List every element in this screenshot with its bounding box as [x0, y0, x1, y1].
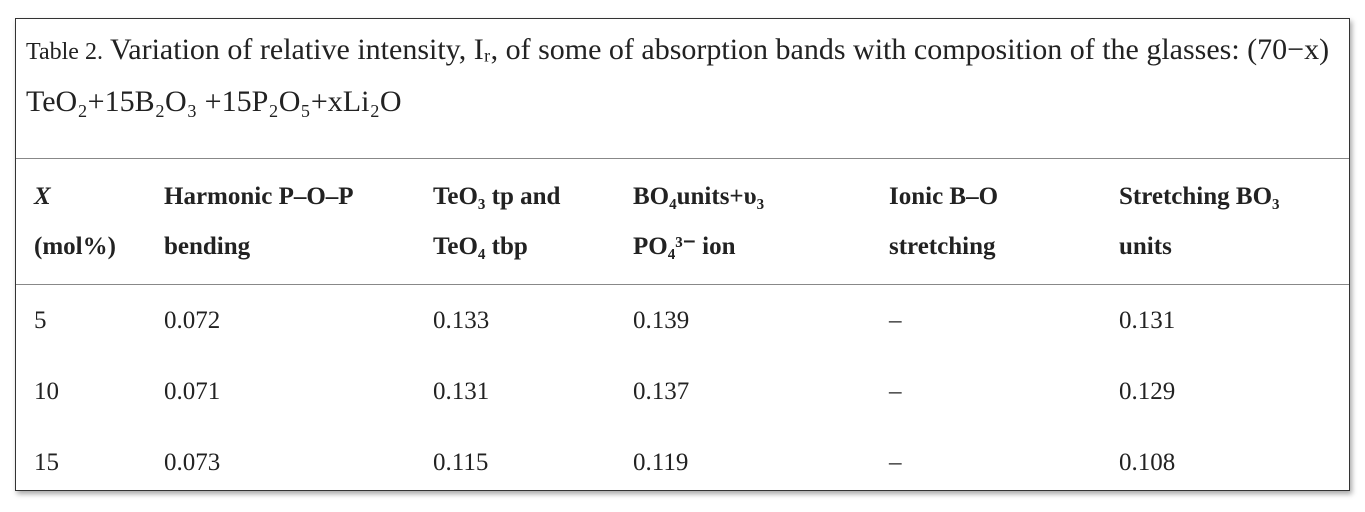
- header-cell: Harmonic P–O–P bending: [146, 159, 415, 285]
- header-line: PO₄³⁻ ion: [633, 232, 736, 260]
- table-panel: Table 2. Variation of relative intensity…: [15, 18, 1350, 491]
- table-cell: 0.133: [433, 306, 490, 334]
- table-row: 5 0.072 0.133 0.139 – 0.131: [16, 285, 1349, 357]
- header-line: BO₄units+υ₃: [633, 182, 765, 210]
- header-cell: TeO₃ tp and TeO₄ tbp: [415, 159, 615, 285]
- table-cell: 0.115: [433, 448, 489, 476]
- table-cell: 0.131: [433, 377, 490, 405]
- data-table: X (mol%) Harmonic P–O–P bending TeO₃ tp and T…: [16, 158, 1349, 498]
- caption-text: Variation of relative intensity, Iᵣ, of …: [26, 33, 1330, 118]
- caption: Table 2. Variation of relative intensity…: [26, 25, 1341, 126]
- header-cell: BO₄units+υ₃ PO₄³⁻ ion: [615, 159, 871, 285]
- table-cell: 0.139: [633, 306, 690, 334]
- header-line: Harmonic P–O–P: [164, 182, 354, 210]
- table-cell: 0.072: [164, 306, 221, 334]
- header-cell: X (mol%): [16, 159, 146, 285]
- table-header: X (mol%) Harmonic P–O–P bending TeO₃ tp and T…: [16, 158, 1349, 285]
- table-cell: 0.071: [164, 377, 221, 405]
- table-row: 15 0.073 0.115 0.119 – 0.108: [16, 427, 1349, 498]
- header-cell: Ionic B–O stretching: [871, 159, 1101, 285]
- header-line: bending: [164, 232, 251, 260]
- header-line: X: [34, 182, 51, 210]
- table-cell: 10: [34, 377, 59, 405]
- table-body: 5 0.072 0.133 0.139 – 0.131 10 0.071 0.131 0.137 –…: [16, 285, 1349, 499]
- caption-label: Table 2.: [26, 39, 103, 65]
- table-cell: 0.119: [633, 448, 689, 476]
- table-row: 10 0.071 0.131 0.137 – 0.129: [16, 356, 1349, 427]
- header-row: X (mol%) Harmonic P–O–P bending TeO₃ tp and T…: [16, 158, 1349, 285]
- header-cell: Stretching BO₃ units: [1101, 159, 1349, 285]
- table-cell: 0.137: [633, 377, 690, 405]
- table-cell: –: [889, 306, 902, 334]
- table-cell: –: [889, 377, 902, 405]
- table-cell: 5: [34, 306, 47, 334]
- header-line: TeO₃ tp and: [433, 182, 561, 210]
- header-line: Ionic B–O: [889, 182, 999, 210]
- header-line: units: [1119, 232, 1172, 260]
- table-cell: 15: [34, 448, 59, 476]
- table-cell: 0.073: [164, 448, 221, 476]
- table-cell: –: [889, 448, 902, 476]
- table-cell: 0.108: [1119, 448, 1176, 476]
- header-line: Stretching BO₃: [1119, 182, 1280, 210]
- table-cell: 0.131: [1119, 306, 1176, 334]
- header-line: TeO₄ tbp: [433, 232, 528, 260]
- table-cell: 0.129: [1119, 377, 1176, 405]
- header-line: stretching: [889, 232, 996, 260]
- header-line: (mol%): [34, 232, 116, 260]
